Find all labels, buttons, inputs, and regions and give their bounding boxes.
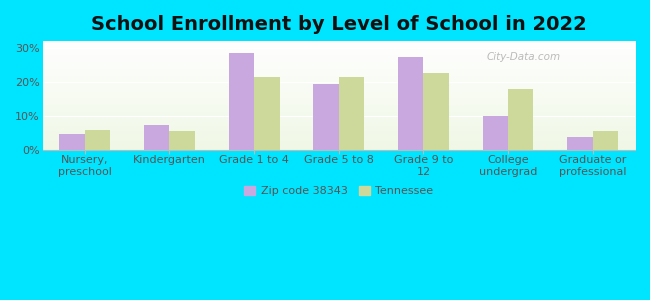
Text: City-Data.com: City-Data.com [487,52,561,62]
Bar [144,125,170,150]
Bar [483,116,508,150]
Bar [59,134,85,150]
Bar [85,130,111,150]
Bar [254,77,280,150]
Title: School Enrollment by Level of School in 2022: School Enrollment by Level of School in … [91,15,587,34]
Bar [339,77,364,150]
Bar [423,73,448,150]
Bar [170,131,195,150]
Bar [567,137,593,150]
Legend: Zip code 38343, Tennessee: Zip code 38343, Tennessee [244,186,434,196]
Bar [398,57,423,150]
Bar [313,83,339,150]
Bar [508,88,534,150]
Bar [593,131,618,150]
Bar [229,53,254,150]
